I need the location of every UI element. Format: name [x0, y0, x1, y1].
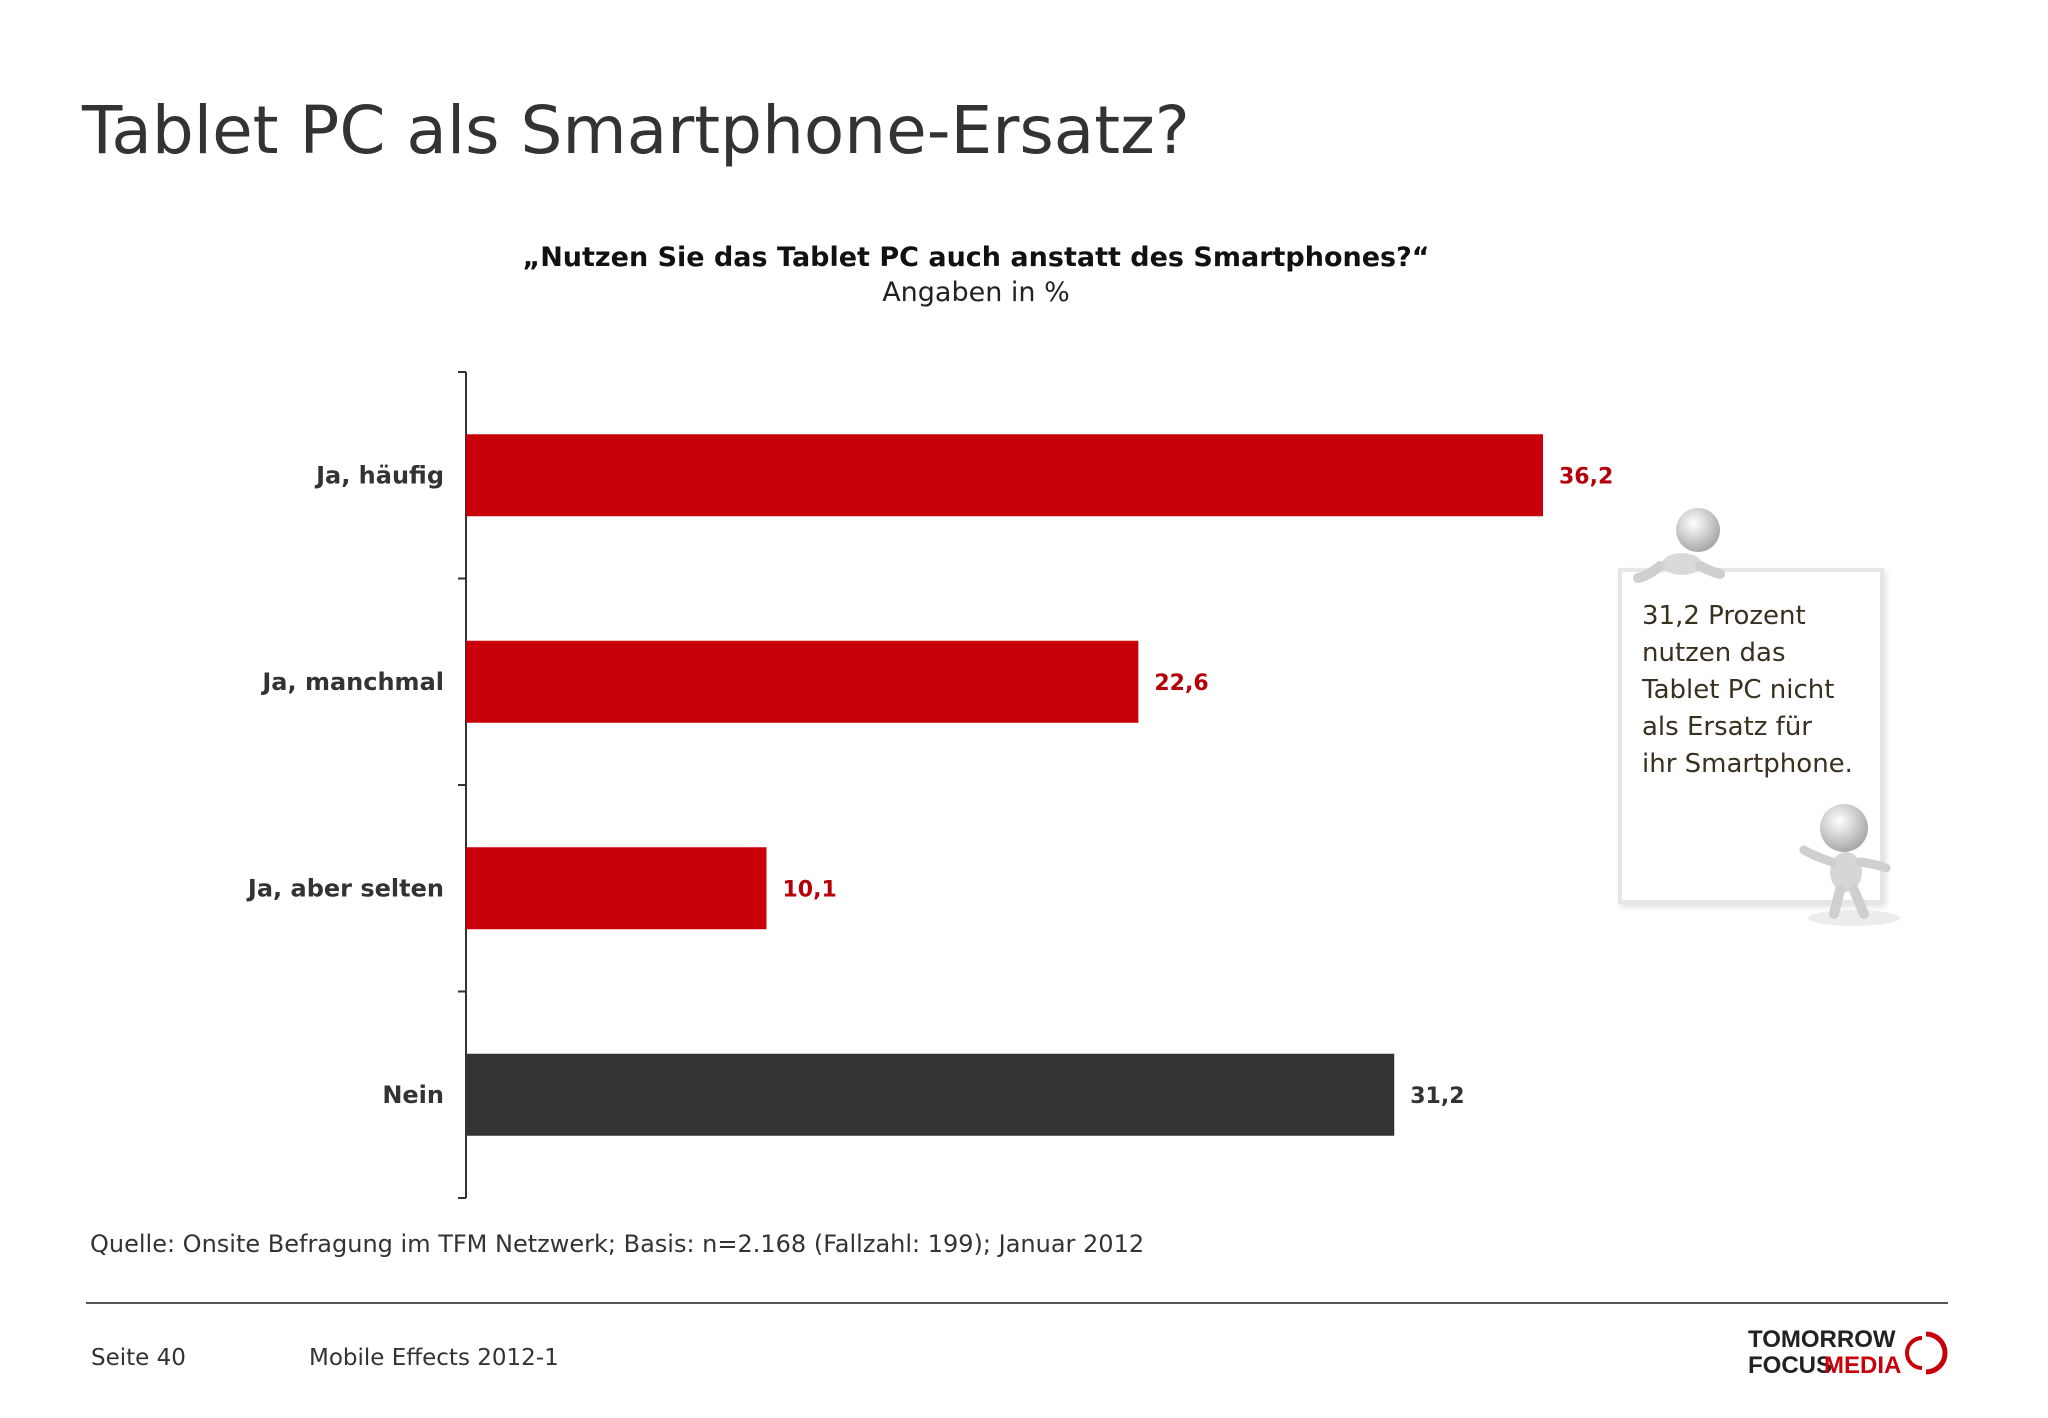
value-label: 31,2 — [1410, 1084, 1464, 1109]
category-label: Nein — [382, 1081, 444, 1109]
logo-text-media: MEDIA — [1824, 1352, 1902, 1379]
document-name: Mobile Effects 2012-1 — [309, 1345, 559, 1371]
company-logo: TOMORROW FOCUS MEDIA — [1748, 1326, 1948, 1379]
chart-header: „Nutzen Sie das Tablet PC auch anstatt d… — [476, 240, 1476, 310]
bar-chart: Ja, häufig 36,2 Ja, manchmal 22,6 Ja, aber s… — [246, 371, 1613, 1199]
logo-mark-icon — [1905, 1331, 1948, 1375]
chart-subtitle: Angaben in % — [882, 277, 1070, 308]
page-title: Tablet PC als Smartphone-Ersatz? — [82, 92, 1190, 169]
logo-text-focus: FOCUS — [1748, 1352, 1832, 1379]
page-number: Seite 40 — [91, 1345, 186, 1371]
callout-text: 31,2 Prozent nutzen das Tablet PC nicht … — [1642, 601, 1853, 779]
figure-bottom-icon — [1799, 804, 1900, 926]
source-note: Quelle: Onsite Befragung im TFM Netzwerk… — [90, 1230, 1145, 1258]
value-label: 36,2 — [1559, 464, 1613, 489]
figure-top-icon — [1633, 508, 1725, 583]
bar — [466, 1053, 1395, 1136]
category-label: Ja, aber selten — [246, 874, 444, 902]
value-label: 22,6 — [1154, 671, 1208, 696]
bar — [466, 847, 767, 930]
bar — [466, 640, 1139, 723]
category-label: Ja, häufig — [314, 461, 444, 489]
bar — [466, 434, 1543, 517]
category-label: Ja, manchmal — [260, 668, 444, 696]
value-label: 10,1 — [782, 877, 836, 902]
footer-divider — [86, 1302, 1948, 1304]
chart-question: „Nutzen Sie das Tablet PC auch anstatt d… — [522, 242, 1430, 273]
logo-text-line1: TOMORROW — [1748, 1326, 1896, 1353]
